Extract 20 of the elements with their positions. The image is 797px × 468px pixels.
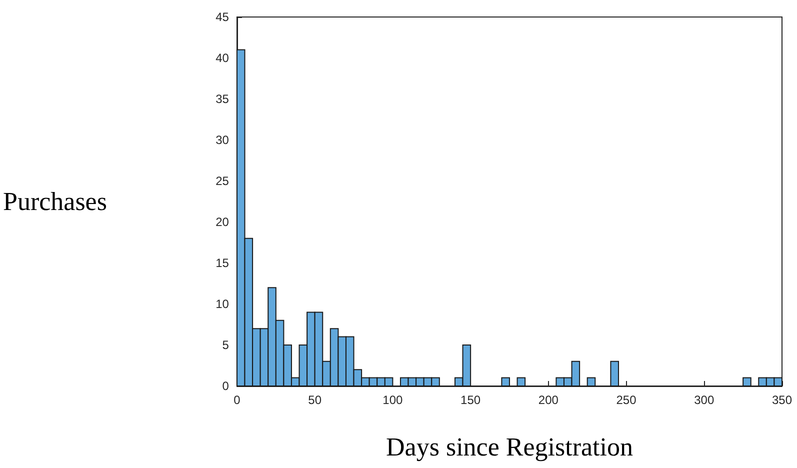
x-axis-title: Days since Registration <box>386 432 633 462</box>
y-axis-title: Purchases <box>2 187 107 216</box>
y-tick-label: 10 <box>216 297 230 311</box>
y-tick-label: 0 <box>222 379 230 393</box>
x-tick-label: 200 <box>538 393 559 407</box>
y-tick-label: 5 <box>222 338 230 352</box>
x-tick-label: 350 <box>772 393 792 407</box>
y-tick-label: 40 <box>216 51 230 65</box>
x-tick-label: 250 <box>616 393 637 407</box>
y-tick-label: 35 <box>216 92 230 106</box>
y-tick-label: 45 <box>216 10 230 24</box>
y-tick-label: 15 <box>216 256 230 270</box>
x-tick-label: 100 <box>382 393 404 407</box>
y-tick-label: 25 <box>216 174 230 188</box>
x-tick-label: 50 <box>308 393 322 407</box>
x-tick-label: 300 <box>694 393 714 407</box>
y-tick-label: 20 <box>216 215 230 229</box>
x-tick-label: 0 <box>234 393 241 407</box>
y-tick-label: 30 <box>216 133 230 147</box>
x-tick-label: 150 <box>460 393 481 407</box>
